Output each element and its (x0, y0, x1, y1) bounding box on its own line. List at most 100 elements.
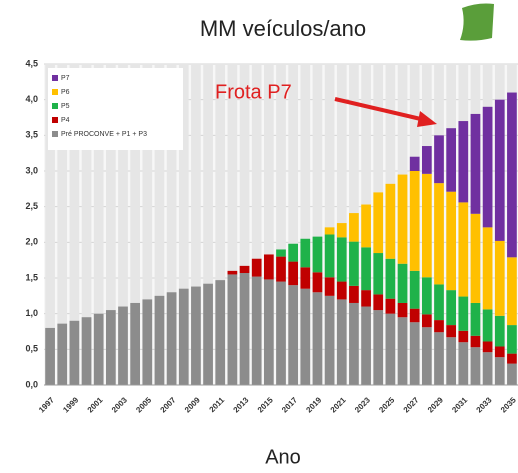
bar-slot (142, 64, 153, 385)
bar-slot (166, 64, 177, 385)
bar-segment (507, 325, 517, 354)
bar-slot (118, 64, 128, 385)
bar-segment (397, 174, 408, 264)
bar-segment (300, 288, 311, 385)
bar-slot (251, 64, 262, 385)
bar-segment (470, 113, 481, 214)
bar-segment (178, 288, 189, 385)
bar-segment (166, 292, 177, 385)
bar-segment (409, 156, 420, 171)
bar-segment (324, 234, 335, 278)
bar-segment (385, 313, 396, 385)
x-tick-label: 2003 (110, 395, 129, 414)
bar-slot (93, 64, 104, 385)
bar-segment (300, 267, 311, 289)
bar-segment (336, 281, 347, 300)
bar-segment (446, 290, 457, 326)
x-tick-label: 2001 (86, 395, 105, 414)
bar-slot (57, 64, 68, 385)
legend-label: Pré PROCONVE + P1 + P3 (61, 131, 147, 138)
x-tick-label: 2013 (231, 395, 250, 414)
bar-segment (69, 320, 80, 385)
bar-segment (300, 238, 311, 268)
bar-segment (263, 254, 274, 280)
bar-slot (178, 64, 189, 385)
bar-segment (494, 99, 505, 241)
bar-segment (324, 295, 335, 385)
legend-swatch (52, 89, 58, 95)
bar-segment (409, 322, 420, 385)
bar-slot (130, 64, 141, 385)
bar-segment (93, 313, 104, 385)
bar-segment (288, 261, 299, 286)
bar-segment (397, 263, 408, 303)
bar-segment (227, 274, 238, 385)
bar-segment (251, 276, 262, 385)
bar-segment (349, 241, 359, 286)
bar-slot (154, 64, 165, 385)
chart-title: MM veículos/ano (200, 16, 366, 41)
bar-segment (361, 247, 371, 291)
y-tick-label: 2,5 (25, 201, 38, 211)
bar-segment (494, 346, 505, 358)
bar-segment (81, 317, 92, 385)
legend-label: P7 (61, 75, 70, 82)
bar-segment (191, 286, 201, 385)
bar-segment (482, 106, 493, 228)
legend-label: P4 (61, 117, 70, 124)
bar-segment (507, 257, 517, 326)
bar-segment (397, 302, 408, 318)
x-tick-label: 2015 (256, 395, 275, 414)
bar-segment (154, 295, 165, 385)
bar-segment (203, 283, 213, 385)
bar-segment (324, 277, 335, 296)
bar-segment (494, 240, 505, 316)
bar-segment (105, 310, 116, 385)
bar-segment (45, 327, 55, 385)
y-tick-label: 1,0 (25, 308, 38, 318)
bar-segment (288, 285, 299, 385)
bar-segment (458, 202, 469, 297)
annotation: Frota P7 (215, 81, 292, 103)
bar-segment (336, 223, 347, 238)
bar-segment (421, 146, 432, 174)
bar-segment (263, 279, 274, 385)
bar-slot (239, 64, 250, 385)
bar-segment (434, 135, 444, 184)
bar-segment (446, 337, 457, 385)
bar-slot (300, 64, 311, 385)
bar-segment (482, 352, 493, 385)
x-tick-label: 2017 (280, 395, 299, 414)
bar-slot (105, 64, 116, 385)
y-tick-label: 0,5 (25, 344, 38, 354)
bar-segment (434, 284, 444, 321)
x-tick-label: 2035 (499, 395, 518, 414)
decoration (460, 3, 494, 41)
x-tick-label: 2025 (377, 395, 396, 414)
bar-segment (434, 320, 444, 333)
bar-segment (227, 270, 238, 275)
y-tick-label: 0,0 (25, 379, 38, 389)
x-axis-label: Ano (265, 446, 301, 468)
bar-segment (349, 213, 359, 242)
bar-segment (361, 290, 371, 307)
bar-segment (421, 173, 432, 278)
y-tick-label: 4,5 (25, 58, 38, 68)
bar-segment (142, 299, 153, 385)
legend-label: P6 (61, 89, 70, 96)
y-tick-label: 1,5 (25, 272, 38, 282)
bar-segment (239, 265, 250, 274)
bar-segment (276, 256, 286, 282)
bar-slot (69, 64, 80, 385)
bar-segment (434, 332, 444, 385)
bar-segment (361, 306, 371, 385)
bar-segment (385, 258, 396, 299)
bar-slot (324, 64, 335, 385)
bar-segment (336, 299, 347, 385)
bar-segment (373, 310, 384, 385)
x-tick-label: 2029 (426, 395, 445, 414)
x-tick-label: 1997 (37, 395, 56, 414)
bar-slot (45, 64, 55, 385)
bar-segment (494, 315, 505, 347)
